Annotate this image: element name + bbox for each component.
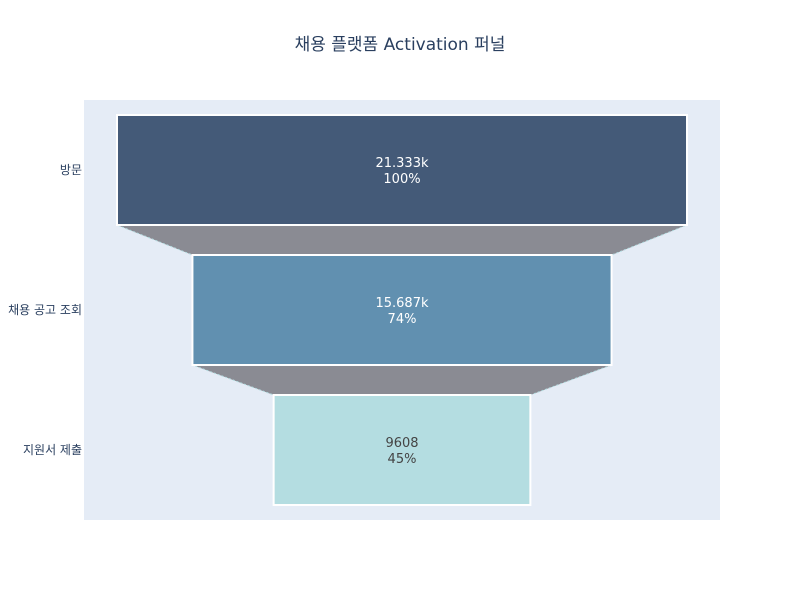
category-tick-label: 방문 [60,163,82,177]
bar-percent-label: 45% [388,452,417,467]
funnel-connector [116,224,688,256]
category-tick-label: 채용 공고 조회 [8,303,82,317]
funnel-bars [116,114,688,506]
bar-percent-label: 74% [388,312,417,327]
bar-percent-label: 100% [383,172,420,187]
bar-value-label: 15.687k [375,296,428,311]
bar-value-label: 21.333k [375,156,428,171]
bar-value-label: 9608 [385,436,418,451]
funnel-bar [272,394,532,506]
funnel-bar [191,254,613,366]
funnel-bar [116,114,688,226]
chart-title: 채용 플랫폼 Activation 퍼널 [295,35,506,55]
category-tick-label: 지원서 제출 [23,443,82,457]
